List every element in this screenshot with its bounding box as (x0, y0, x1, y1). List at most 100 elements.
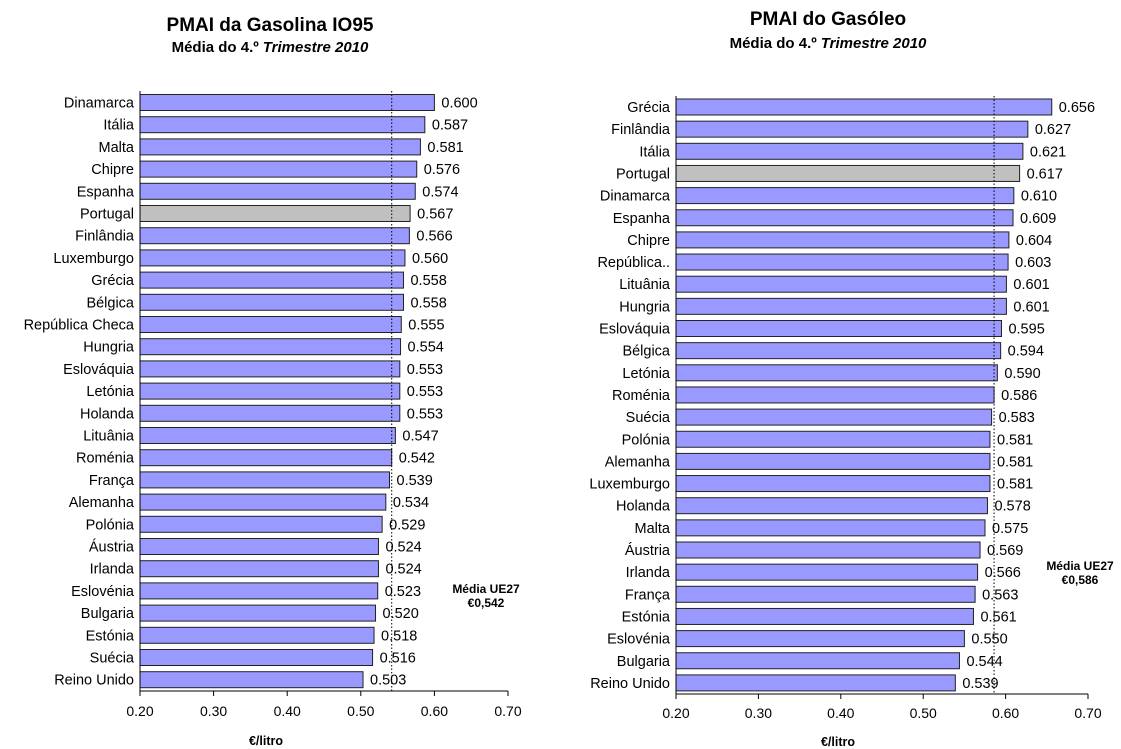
bar-franca (139, 471, 391, 489)
bar-dinamarca (139, 94, 435, 111)
value-label: 0.600 (441, 96, 477, 112)
category-label: Finlândia (611, 122, 671, 138)
bar-eslovenia (675, 630, 965, 648)
chart-subtitle: Média do 4.º Trimestre 2010 (172, 39, 369, 56)
bar-holanda (675, 497, 988, 515)
value-label: 0.594 (1008, 344, 1044, 360)
bar-suecia (139, 649, 374, 666)
bar-polonia (139, 515, 383, 533)
value-label: 0.603 (1015, 255, 1051, 271)
chart-subtitle: Média do 4.º Trimestre 2010 (730, 35, 927, 52)
category-label: Letónia (622, 366, 671, 382)
bar-eslovaquia (139, 360, 401, 378)
value-label: 0.566 (985, 565, 1021, 581)
value-label: 0.604 (1016, 233, 1052, 249)
bar-hungria (675, 297, 1007, 315)
bar-holanda (139, 404, 401, 422)
bar-franca (675, 585, 976, 603)
bar-luxemburgo (139, 249, 406, 267)
category-label: Alemanha (69, 495, 135, 511)
x-tick-label: 0.60 (992, 705, 1019, 721)
category-label: República.. (597, 255, 670, 271)
category-label: Lituânia (619, 277, 671, 293)
diesel-price-chart: PMAI do Gasóleo Média do 4.º Trimestre 201… (589, 9, 1114, 749)
value-label: 0.560 (412, 251, 448, 267)
bar-finlandia (675, 120, 1029, 138)
category-label: Bélgica (622, 344, 670, 360)
category-label: Eslováquia (599, 322, 671, 338)
bar-alemanha (139, 493, 387, 511)
category-label: Áustria (625, 542, 671, 559)
bar-portugal (139, 205, 411, 222)
x-tick-label: 0.50 (347, 703, 374, 719)
category-label: Hungria (83, 340, 135, 356)
x-tick-label: 0.40 (274, 703, 301, 719)
category-label: Lituânia (83, 429, 135, 445)
value-label: 0.554 (408, 340, 444, 356)
value-label: 0.586 (1001, 388, 1037, 404)
category-label: Holanda (80, 406, 135, 422)
category-label: Hungria (619, 299, 671, 315)
bar-hungria (139, 338, 402, 356)
bar-letonia (139, 382, 401, 400)
bar-grecia (139, 271, 404, 289)
eu27-average-value: €0,542 (468, 596, 505, 610)
category-label: França (625, 587, 671, 603)
category-label: Roménia (612, 388, 671, 404)
bar-belgica (675, 342, 1002, 360)
category-label: Suécia (90, 651, 135, 667)
category-label: Grécia (91, 273, 135, 289)
eu27-average-value: €0,586 (1062, 573, 1099, 587)
value-label: 0.601 (1013, 299, 1049, 315)
category-label: Roménia (76, 451, 135, 467)
bar-dinamarca (675, 187, 1015, 205)
value-label: 0.547 (402, 429, 438, 445)
value-label: 0.539 (397, 473, 433, 489)
category-label: Itália (103, 118, 135, 134)
bar-italia (139, 116, 426, 134)
category-label: Bélgica (86, 295, 134, 311)
category-label: Bulgaria (617, 654, 671, 670)
bar-portugal (675, 164, 1021, 182)
category-label: Malta (635, 521, 671, 537)
bar-republica (675, 253, 1009, 271)
subtitle-quarter: Trimestre 2010 (263, 39, 369, 56)
category-label: Portugal (80, 207, 134, 223)
value-label: 0.542 (399, 451, 435, 467)
bar-luxemburgo (675, 475, 991, 493)
bar-romenia (675, 386, 995, 404)
value-label: 0.569 (987, 543, 1023, 559)
value-label: 0.587 (432, 118, 468, 134)
value-label: 0.503 (370, 673, 406, 689)
category-label: Espanha (77, 184, 135, 200)
category-label: Eslováquia (63, 362, 135, 378)
subtitle-period: Média do 4.º (730, 35, 818, 52)
category-label: Suécia (626, 410, 671, 426)
subtitle-quarter: Trimestre 2010 (821, 35, 927, 52)
value-label: 0.558 (410, 295, 446, 311)
bar-suecia (675, 408, 993, 426)
bar-alemanha (675, 452, 991, 470)
bar-malta (139, 138, 421, 156)
category-label: Holanda (616, 499, 671, 515)
bar-letonia (675, 364, 998, 382)
value-label: 0.553 (407, 362, 443, 378)
value-label: 0.609 (1020, 211, 1056, 227)
value-label: 0.656 (1059, 100, 1095, 116)
category-label: Polónia (86, 517, 135, 533)
bar-estonia (139, 626, 375, 644)
category-label: República Checa (24, 318, 135, 334)
value-label: 0.561 (980, 609, 1016, 625)
bar-romenia (139, 449, 393, 467)
value-label: 0.524 (385, 562, 421, 578)
category-label: Bulgaria (81, 606, 135, 622)
value-label: 0.567 (417, 207, 453, 223)
value-label: 0.550 (971, 632, 1007, 648)
value-label: 0.576 (424, 162, 460, 178)
value-label: 0.524 (385, 540, 421, 556)
category-label: Estónia (86, 628, 135, 644)
value-label: 0.583 (999, 410, 1035, 426)
value-label: 0.566 (416, 229, 452, 245)
category-label: Dinamarca (64, 96, 135, 112)
value-label: 0.555 (408, 318, 444, 334)
